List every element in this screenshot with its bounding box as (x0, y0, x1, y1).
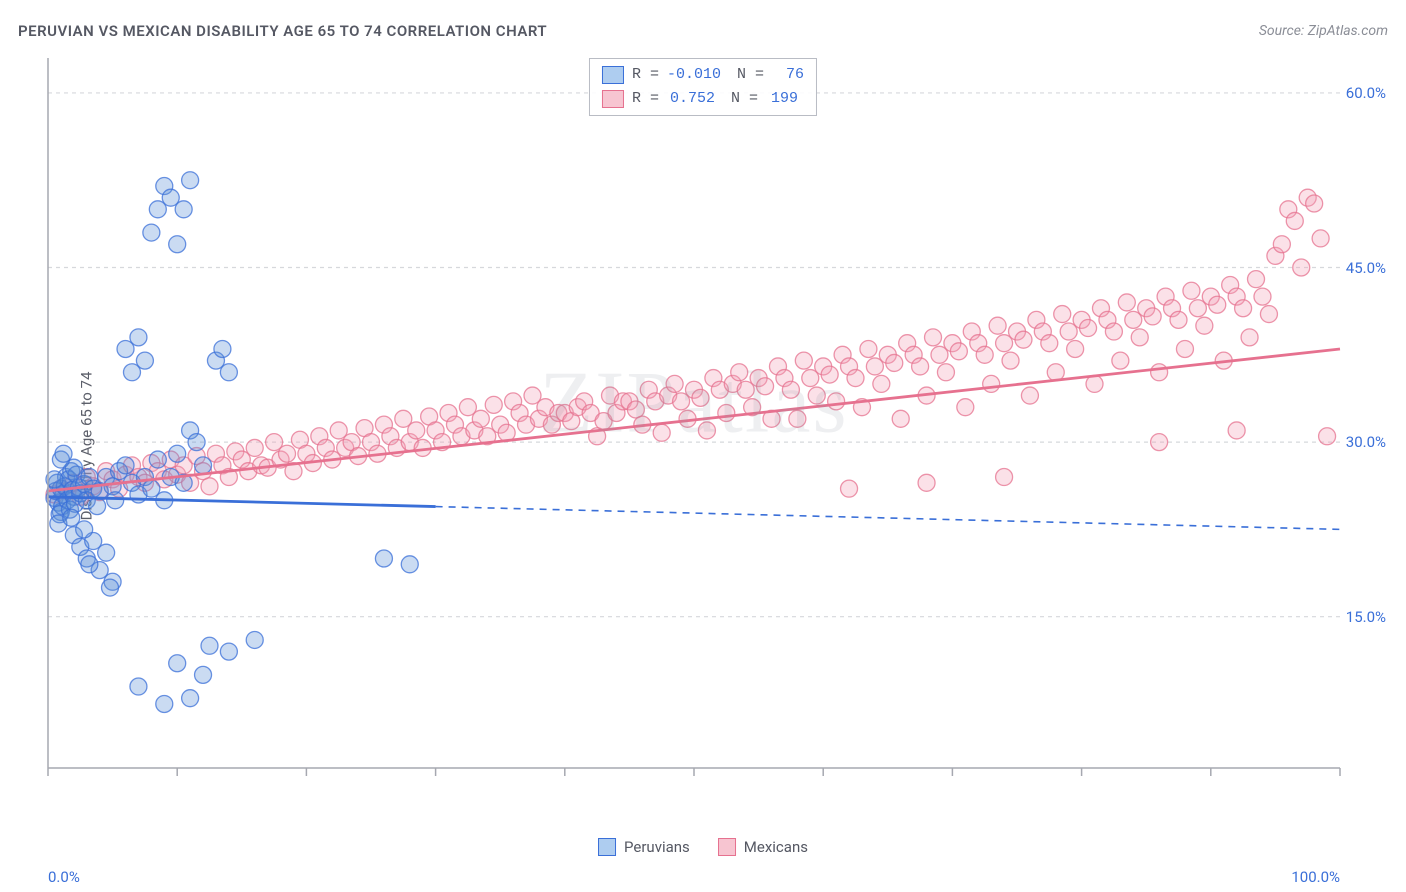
legend-swatch-peruvians (598, 838, 616, 856)
y-tick-45: 45.0% (1346, 259, 1386, 277)
n-value-mexicans: 199 (766, 87, 798, 111)
legend-label-peruvians: Peruvians (624, 838, 690, 856)
chart-source: Source: ZipAtlas.com (1259, 23, 1388, 39)
chart-svg (48, 58, 1340, 808)
stats-row-peruvians: R = -0.010 N = 76 (602, 63, 804, 87)
scatter-chart: ZIPatlas (48, 58, 1340, 808)
stats-legend: R = -0.010 N = 76 R = 0.752 N = 199 (589, 58, 817, 116)
y-tick-15: 15.0% (1346, 608, 1386, 626)
x-axis-labels: 0.0% 100.0% (48, 868, 1340, 886)
r-value-peruvians: -0.010 (667, 63, 721, 87)
y-tick-60: 60.0% (1346, 84, 1386, 102)
y-tick-30: 30.0% (1346, 433, 1386, 451)
legend-item-peruvians: Peruvians (598, 838, 690, 856)
legend-swatch-mexicans (718, 838, 736, 856)
series-legend: Peruvians Mexicans (598, 838, 808, 856)
swatch-peruvians (602, 66, 624, 84)
stats-row-mexicans: R = 0.752 N = 199 (602, 87, 804, 111)
chart-title: PERUVIAN VS MEXICAN DISABILITY AGE 65 TO… (18, 22, 547, 40)
legend-item-mexicans: Mexicans (718, 838, 808, 856)
swatch-mexicans (602, 90, 624, 108)
x-axis-max: 100.0% (1291, 868, 1340, 886)
r-value-mexicans: 0.752 (667, 87, 715, 111)
n-value-peruvians: 76 (772, 63, 804, 87)
x-axis-min: 0.0% (48, 868, 80, 886)
legend-label-mexicans: Mexicans (744, 838, 808, 856)
